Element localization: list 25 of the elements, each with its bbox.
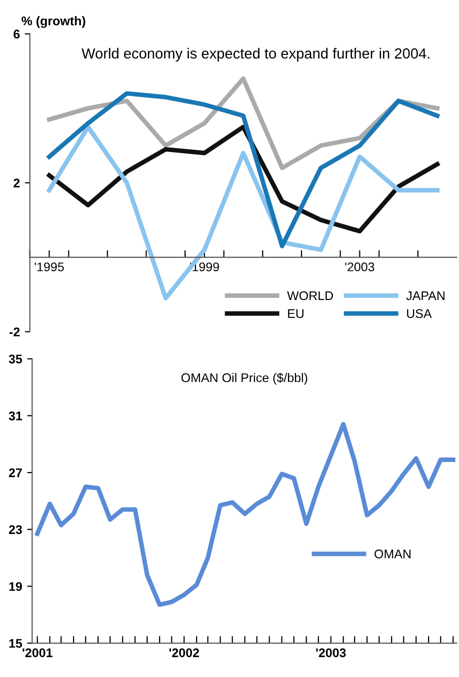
x-tick-label: '2003 bbox=[316, 648, 346, 658]
legend-label: JAPAN bbox=[406, 291, 444, 300]
legend-label: EU bbox=[288, 309, 304, 318]
y-tick-label: 27 bbox=[8, 468, 22, 478]
y-tick-label: -2 bbox=[9, 328, 20, 336]
y-tick-label: 2 bbox=[14, 178, 20, 188]
text: World economy is expected to expand further in 2004. bbox=[82, 48, 430, 62]
y-tick-label: 35 bbox=[8, 354, 22, 364]
y-tick-label: 15 bbox=[9, 639, 22, 648]
text: OMAN Oil Price ($/bbl) bbox=[181, 372, 308, 385]
y-tick-label: 31 bbox=[8, 411, 22, 420]
legend-label: USA bbox=[407, 309, 432, 318]
line-series bbox=[47, 124, 440, 234]
legend-label: WORLD bbox=[287, 291, 333, 300]
y-tick-label: 19 bbox=[9, 582, 22, 591]
x-tick-label: '2002 bbox=[169, 648, 199, 658]
y-tick-label: 23 bbox=[8, 525, 22, 534]
y-tick-label: 6 bbox=[14, 30, 20, 38]
x-tick-label: '1995 bbox=[34, 262, 64, 272]
legend-label: OMAN bbox=[374, 550, 410, 558]
x-tick-label: '2001 bbox=[22, 648, 52, 658]
line-series bbox=[35, 422, 456, 607]
x-tick-label: '2003 bbox=[345, 262, 374, 272]
line-series bbox=[47, 91, 440, 248]
y-axis-title: % (growth) bbox=[22, 16, 86, 28]
